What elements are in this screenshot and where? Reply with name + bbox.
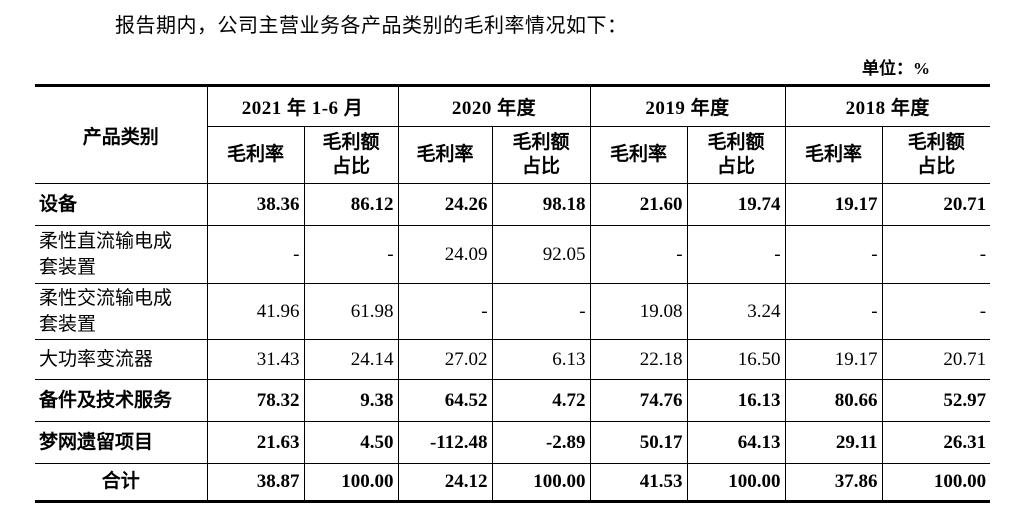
cell-value: - (784, 282, 883, 341)
cell-value: - (397, 282, 493, 341)
col-header-period-2019: 2019 年度 (589, 85, 786, 127)
cell-value: 74.76 (589, 379, 688, 423)
cell-value: 20.71 (881, 183, 991, 226)
cell-value: 100.00 (686, 463, 786, 503)
cell-value: 19.74 (686, 183, 786, 226)
cell-value: -2.89 (491, 421, 591, 465)
col-header-margin-2018: 毛利率 (784, 126, 883, 184)
cell-value: 24.26 (397, 183, 493, 226)
cell-value: 19.17 (784, 339, 883, 381)
header-row-periods: 产品类别 2021 年 1-6 月 2020 年度 2019 年度 2018 年… (35, 85, 991, 184)
cell-value: 24.14 (303, 339, 399, 381)
cell-value: 100.00 (881, 463, 991, 503)
cell-value: 64.52 (397, 379, 493, 423)
col-header-product-category: 产品类别 (35, 85, 208, 184)
cell-value: 31.43 (206, 339, 305, 381)
cell-value: 100.00 (303, 463, 399, 503)
col-header-margin-2020: 毛利率 (397, 126, 493, 184)
table-row: 备件及技术服务 78.32 9.38 64.52 4.72 74.76 16.13 80.66… (35, 379, 991, 423)
cell-value: 41.53 (589, 463, 688, 503)
cell-value: 4.50 (303, 421, 399, 465)
cell-value: 50.17 (589, 421, 688, 465)
cell-value: -112.48 (397, 421, 493, 465)
gross-margin-table: 产品类别 2021 年 1-6 月 2020 年度 2019 年度 2018 年… (35, 84, 991, 504)
cell-value: 24.09 (397, 225, 493, 284)
cell-value: 27.02 (397, 339, 493, 381)
cell-value: 100.00 (491, 463, 591, 503)
cell-value: 19.08 (589, 282, 688, 341)
col-header-margin-2021h1: 毛利率 (207, 126, 305, 184)
cell-value: - (784, 225, 883, 284)
table-row: 柔性直流输电成 套装置 - -24.09 92.05- - - - (35, 225, 991, 284)
cell-value: 38.87 (206, 463, 305, 503)
table-row: 合计 38.87 100.00 24.12 100.00 41.53 100.00 37.86… (35, 463, 991, 503)
col-header-share-2020: 毛利额 占比 (491, 126, 591, 184)
row-label: 梦网遗留项目 (35, 421, 208, 465)
section-intro-text: 报告期内，公司主营业务各产品类别的毛利率情况如下： (115, 15, 628, 37)
cell-value: 19.17 (784, 183, 883, 226)
cell-value: 98.18 (491, 183, 591, 226)
cell-value: - (686, 225, 786, 284)
cell-value: 21.60 (589, 183, 688, 226)
unit-label: 单位：% (862, 59, 930, 78)
cell-value: 37.86 (784, 463, 883, 503)
cell-value: 92.05 (491, 225, 591, 284)
row-label: 柔性交流输电成 套装置 (35, 282, 208, 341)
cell-value: 29.11 (784, 421, 883, 465)
cell-value: 4.72 (491, 379, 591, 423)
cell-value: - (206, 225, 305, 284)
cell-value: 20.71 (881, 339, 991, 381)
row-label: 合计 (35, 463, 208, 503)
row-label: 大功率变流器 (35, 339, 208, 381)
cell-value: - (881, 225, 991, 284)
col-header-period-2021h1: 2021 年 1-6 月 (206, 85, 399, 127)
cell-value: 64.13 (686, 421, 786, 465)
cell-value: 24.12 (397, 463, 493, 503)
cell-value: 3.24 (686, 282, 786, 341)
cell-value: - (881, 282, 991, 341)
cell-value: 6.13 (491, 339, 591, 381)
col-header-period-2020: 2020 年度 (397, 85, 591, 127)
col-header-share-2018: 毛利额 占比 (881, 126, 991, 184)
cell-value: 26.31 (881, 421, 991, 465)
cell-value: 22.18 (589, 339, 688, 381)
cell-value: 52.97 (881, 379, 991, 423)
table-row: 设备 38.36 86.12 24.26 98.18 21.60 19.74 19.17 20.… (35, 183, 991, 226)
cell-value: 80.66 (784, 379, 883, 423)
cell-value: 41.96 (206, 282, 305, 341)
cell-value: 78.32 (206, 379, 305, 423)
table-row: 柔性交流输电成 套装置 41.96 61.98- -19.08 3.24- - (35, 282, 991, 341)
cell-value: 86.12 (303, 183, 399, 226)
cell-value: 9.38 (303, 379, 399, 423)
col-header-share-2019: 毛利额 占比 (686, 126, 786, 184)
cell-value: 16.13 (686, 379, 786, 423)
cell-value: 61.98 (303, 282, 399, 341)
row-label: 柔性直流输电成 套装置 (35, 225, 208, 284)
table-body: 设备 38.36 86.12 24.26 98.18 21.60 19.74 19.17 20.… (35, 183, 991, 503)
header-row-metrics: 毛利率 毛利额 占比 毛利率 毛利额 占比 毛利率 毛利额 占比 毛利率 毛利额… (35, 126, 991, 184)
cell-value: 21.63 (206, 421, 305, 465)
cell-value: 16.50 (686, 339, 786, 381)
col-header-period-2018: 2018 年度 (784, 85, 991, 127)
row-label: 备件及技术服务 (35, 379, 208, 423)
cell-value: - (589, 225, 688, 284)
cell-value: 38.36 (206, 183, 305, 226)
col-header-share-2021h1: 毛利额 占比 (303, 126, 399, 184)
table-row: 大功率变流器 31.43 24.14 27.02 6.13 22.18 16.50 19.17… (35, 339, 991, 381)
col-header-margin-2019: 毛利率 (589, 126, 688, 184)
cell-value: - (303, 225, 399, 284)
row-label: 设备 (35, 183, 208, 226)
table-row: 梦网遗留项目 21.63 4.50 -112.48 -2.89 50.17 64.13 29.… (35, 421, 991, 465)
cell-value: - (491, 282, 591, 341)
